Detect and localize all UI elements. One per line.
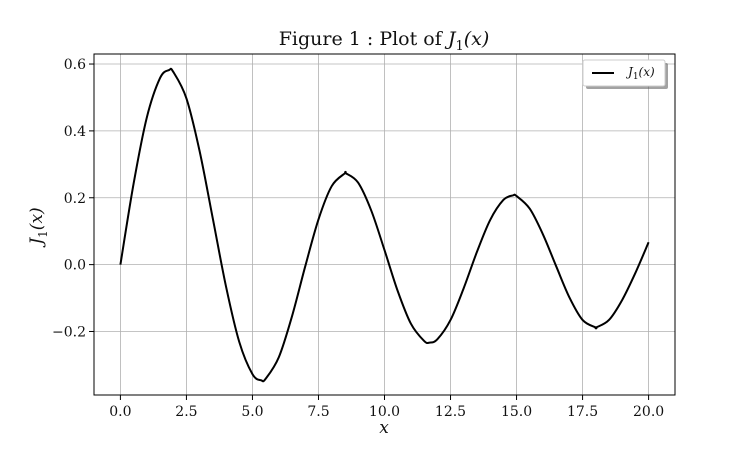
x-tick-label: 0.0 — [109, 404, 131, 420]
y-tick-label: 0.6 — [64, 57, 86, 73]
y-axis-label-subscript: 1 — [36, 230, 50, 238]
y-axis-label-suffix: (x) — [27, 207, 47, 230]
y-tick-label: 0.4 — [64, 124, 86, 140]
x-tick-label: 12.5 — [435, 404, 466, 420]
y-axis-label: J1(x) — [27, 207, 50, 247]
legend-box — [582, 59, 666, 87]
x-tick-label: 15.0 — [501, 404, 532, 420]
x-tick-label: 7.5 — [307, 404, 329, 420]
x-gridlines — [120, 54, 649, 395]
y-tick-label: −0.2 — [52, 324, 86, 340]
x-tick-label: 20.0 — [633, 404, 664, 420]
y-axis-label-main: J — [27, 237, 47, 248]
x-tick-label: 5.0 — [241, 404, 263, 420]
chart-title-subscript: 1 — [455, 39, 463, 54]
series-line-j1 — [119, 67, 650, 383]
y-tick-label: 0.2 — [64, 191, 86, 207]
legend-suffix: (x) — [639, 65, 655, 79]
legend-main: J — [625, 65, 634, 79]
y-axis-ticks: −0.2 0.0 0.2 0.4 0.6 — [52, 57, 94, 340]
chart-title-suffix: (x) — [464, 28, 490, 50]
x-tick-label: 2.5 — [175, 404, 197, 420]
legend: J1(x) — [582, 59, 668, 89]
legend-subscript: 1 — [633, 72, 639, 82]
x-tick-label: 10.0 — [369, 404, 400, 420]
x-axis-label: x — [379, 418, 389, 438]
chart-title-prefix: Figure 1 : Plot of — [279, 28, 448, 50]
y-gridlines — [94, 63, 675, 332]
chart-title-math: J — [444, 28, 457, 50]
y-tick-label: 0.0 — [64, 258, 86, 274]
x-tick-label: 17.5 — [567, 404, 598, 420]
x-axis-ticks: 0.0 2.5 5.0 7.5 10.0 12.5 15.0 17.5 20.0 — [109, 395, 664, 420]
legend-entry-j1: J1(x) — [625, 65, 655, 82]
chart-title: Figure 1 : Plot of J1(x) — [279, 28, 490, 54]
